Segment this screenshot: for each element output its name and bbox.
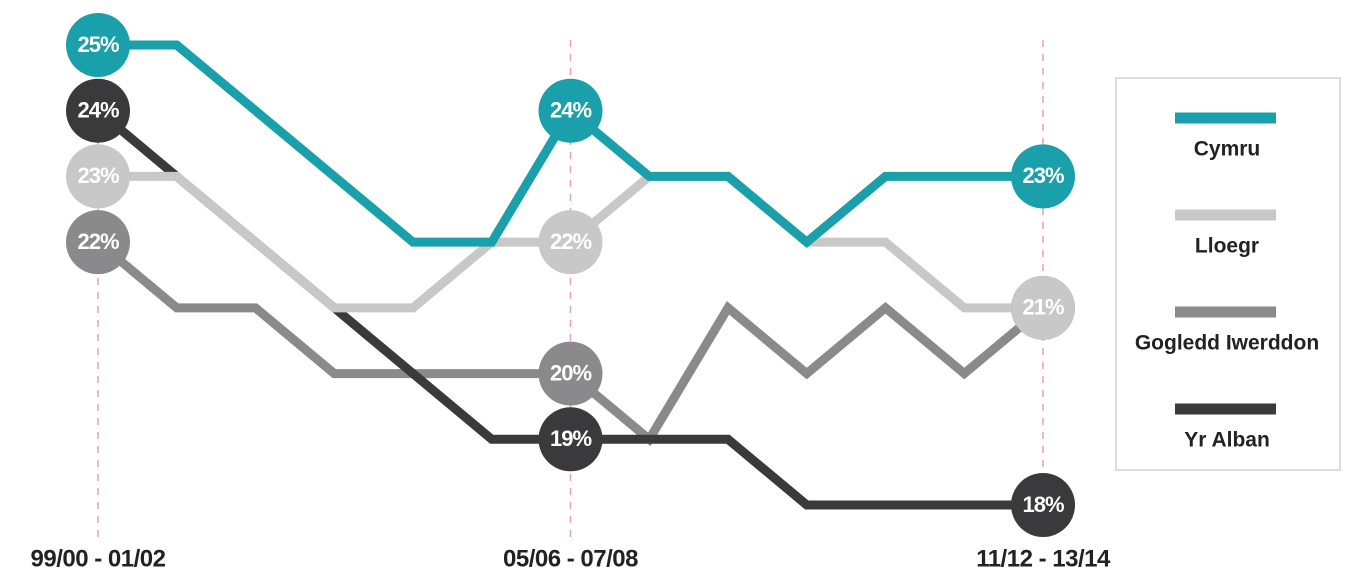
value-bubble bbox=[1011, 275, 1075, 340]
value-label: 23% bbox=[77, 163, 118, 188]
value-label: 25% bbox=[77, 32, 118, 57]
value-bubble bbox=[538, 341, 603, 406]
value-bubble bbox=[1011, 473, 1075, 537]
value-bubble bbox=[66, 13, 130, 77]
value-bubble bbox=[66, 210, 130, 275]
value-label: 22% bbox=[77, 229, 118, 254]
value-label: 18% bbox=[1022, 492, 1063, 517]
legend-label: Cymru bbox=[1194, 138, 1261, 161]
value-bubble bbox=[538, 407, 603, 472]
x-tick-label: 11/12 - 13/14 bbox=[976, 545, 1111, 572]
value-label: 24% bbox=[550, 98, 591, 123]
value-label: 21% bbox=[1022, 295, 1063, 320]
value-bubble bbox=[1011, 144, 1075, 209]
value-label: 22% bbox=[550, 229, 591, 254]
legend-label: Lloegr bbox=[1195, 235, 1259, 258]
legend-label: Gogledd Iwerddon bbox=[1135, 332, 1319, 355]
value-bubble bbox=[66, 144, 130, 209]
value-bubble bbox=[538, 210, 603, 275]
value-bubble bbox=[66, 78, 130, 143]
x-tick-label: 99/00 - 01/02 bbox=[31, 545, 166, 572]
value-label: 20% bbox=[550, 360, 591, 385]
value-bubble bbox=[538, 78, 603, 143]
value-label: 23% bbox=[1022, 163, 1063, 188]
legend-label: Yr Alban bbox=[1184, 429, 1270, 452]
x-tick-label: 05/06 - 07/08 bbox=[503, 545, 638, 572]
value-label: 19% bbox=[550, 426, 591, 451]
value-label: 24% bbox=[77, 98, 118, 123]
